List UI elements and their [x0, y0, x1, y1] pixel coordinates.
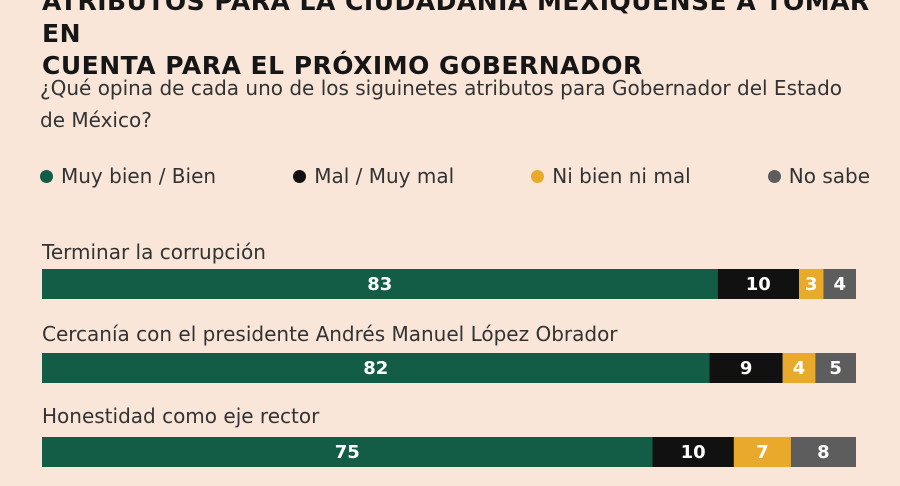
bar-segment-1-muy-bien-bien: [42, 269, 718, 299]
bar-segment-1-no-sabe: [823, 269, 856, 299]
category-label-3: Honestidad como eje rector: [42, 404, 320, 428]
bar-segment-2-no-sabe: [815, 353, 856, 383]
legend-swatch-muy-bien: [40, 169, 53, 183]
bar-segment-3-no-sabe: [790, 437, 856, 467]
bar-segment-3-mal-muy-mal: [652, 437, 734, 467]
bar-segment-1-ni-bien-ni-mal: [799, 269, 824, 299]
legend-item-ni: Ni bien ni mal: [531, 164, 691, 188]
bar-segment-3-ni-bien-ni-mal: [733, 437, 791, 467]
chart-title-line-1: ATRIBUTOS PARA LA CIUDADANÍA MEXIQUENSE …: [42, 0, 870, 48]
value-label-3-no-sabe: 8: [817, 442, 830, 463]
bar-segment-2-ni-bien-ni-mal: [782, 353, 816, 383]
chart-question: ¿Qué opina de cada uno de los siguinetes…: [40, 76, 843, 132]
value-label-1-mal-muy-mal: 10: [746, 274, 771, 295]
legend-swatch-no-sabe: [767, 169, 781, 183]
bar-segment-3-muy-bien-bien: [42, 437, 653, 467]
category-label-2: Cercanía con el presidente Andrés Manuel…: [42, 322, 618, 346]
legend-label-mal: Mal / Muy mal: [314, 164, 455, 188]
value-label-3-muy-bien-bien: 75: [335, 442, 360, 463]
legend-label-no-sabe: No sabe: [788, 164, 870, 188]
bar-segment-2-muy-bien-bien: [42, 353, 710, 383]
legend-swatch-mal: [293, 169, 307, 183]
chart-title: ATRIBUTOS PARA LA CIUDADANÍA MEXIQUENSE …: [42, 0, 882, 82]
value-label-3-mal-muy-mal: 10: [681, 442, 706, 463]
bar-segment-1-mal-muy-mal: [717, 269, 800, 299]
chart-title-line-2: CUENTA PARA EL PRÓXIMO GOBERNADOR: [42, 51, 643, 80]
legend-item-muy-bien: Muy bien / Bien: [40, 164, 216, 188]
legend-label-ni: Ni bien ni mal: [552, 164, 691, 188]
legend-item-mal: Mal / Muy mal: [293, 164, 454, 188]
value-label-1-ni-bien-ni-mal: 3: [805, 274, 818, 295]
value-label-2-ni-bien-ni-mal: 4: [793, 358, 806, 379]
value-label-1-muy-bien-bien: 83: [367, 274, 392, 295]
value-label-1-no-sabe: 4: [833, 274, 846, 295]
bar-segment-2-mal-muy-mal: [709, 353, 783, 383]
value-label-3-ni-bien-ni-mal: 7: [756, 442, 769, 463]
value-label-2-no-sabe: 5: [829, 358, 842, 379]
value-label-2-mal-muy-mal: 9: [740, 358, 753, 379]
legend-label-muy-bien: Muy bien / Bien: [61, 164, 217, 188]
legend-item-no-sabe: No sabe: [767, 164, 870, 188]
category-label-1: Terminar la corrupción: [41, 240, 266, 264]
chart-legend: Muy bien / Bien Mal / Muy mal Ni bien ni…: [40, 164, 870, 188]
value-label-2-muy-bien-bien: 82: [363, 358, 388, 379]
legend-swatch-ni: [531, 169, 545, 183]
